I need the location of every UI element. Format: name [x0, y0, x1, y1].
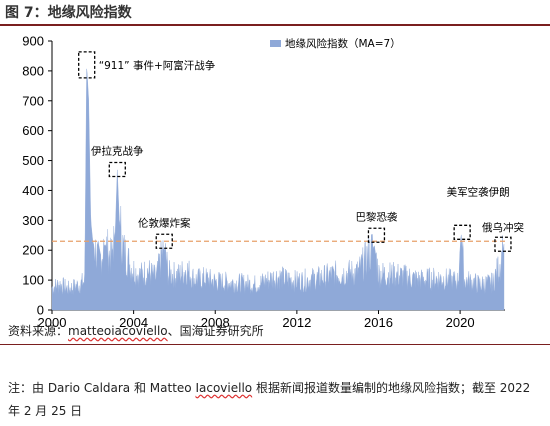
annotation-label: 伦敦爆炸案	[138, 216, 191, 229]
y-tick-label: 0	[37, 303, 44, 318]
title-rule	[0, 24, 550, 26]
x-tick-label: 2004	[119, 315, 148, 330]
legend-label: 地缘风险指数（MA=7）	[285, 37, 401, 50]
x-tick-label: 2016	[364, 315, 393, 330]
annotation-box	[494, 236, 512, 252]
x-tick-label: 2008	[201, 315, 230, 330]
source-suffix: 、国海证券研究所	[167, 324, 264, 338]
legend: 地缘风险指数（MA=7）	[270, 37, 401, 50]
y-tick-label: 600	[22, 123, 44, 138]
y-tick-label: 900	[22, 34, 44, 49]
annotation-box	[367, 227, 386, 243]
annotation-label: “911” 事件+阿富汗战争	[99, 59, 216, 72]
annotation-box	[108, 161, 126, 178]
annotation-label: 美军空袭伊朗	[447, 185, 510, 198]
annotation-box	[155, 233, 173, 249]
x-tick-label: 2000	[38, 315, 67, 330]
y-tick-label: 100	[22, 273, 44, 288]
note-text-b: Iacoviello	[195, 381, 253, 395]
source-line: 资料来源：matteoiacoviello、国海证券研究所	[8, 322, 264, 339]
note-text-c: 根据新闻报道数量编制的地缘风险指数；截至 2022	[252, 381, 531, 395]
y-tick-label: 200	[22, 243, 44, 258]
annotation-label: 伊拉克战争	[91, 145, 144, 158]
x-tick-label: 2012	[282, 315, 311, 330]
y-tick-label: 300	[22, 213, 44, 228]
note-line-1: 注：由 Dario Caldara 和 Matteo Iacoviello 根据…	[8, 379, 530, 396]
annotation-label: 俄乌冲突	[482, 221, 524, 234]
series-area-layer	[51, 68, 505, 311]
chart-axes: 0 100 200 300 400 500 600 700 800 900 2000 2004 2008…	[22, 34, 505, 330]
annotation-box	[453, 224, 471, 240]
bottom-rule	[0, 344, 550, 345]
y-tick-label: 500	[22, 153, 44, 168]
x-tick-label: 2020	[446, 315, 475, 330]
note-text-a: 注：由 Dario Caldara 和 Matteo	[8, 381, 196, 395]
legend-swatch	[270, 40, 281, 47]
series-area	[51, 68, 505, 311]
note-line-2: 年 2 月 25 日	[8, 404, 83, 418]
source-prefix: 资料来源：	[8, 324, 69, 338]
annotation-label: 巴黎恐袭	[355, 210, 397, 223]
y-tick-label: 800	[22, 63, 44, 78]
figure-header: 图 7：地缘风险指数	[0, 0, 550, 26]
risk-index-chart: 0 100 200 300 400 500 600 700 800 900 2000 2004 2008…	[22, 34, 524, 331]
annotation-box	[78, 51, 96, 79]
figure-title: 图 7：地缘风险指数	[5, 5, 132, 21]
y-tick-label: 700	[22, 93, 44, 108]
source-author: matteoiacoviello	[68, 324, 168, 338]
y-tick-label: 400	[22, 183, 44, 198]
